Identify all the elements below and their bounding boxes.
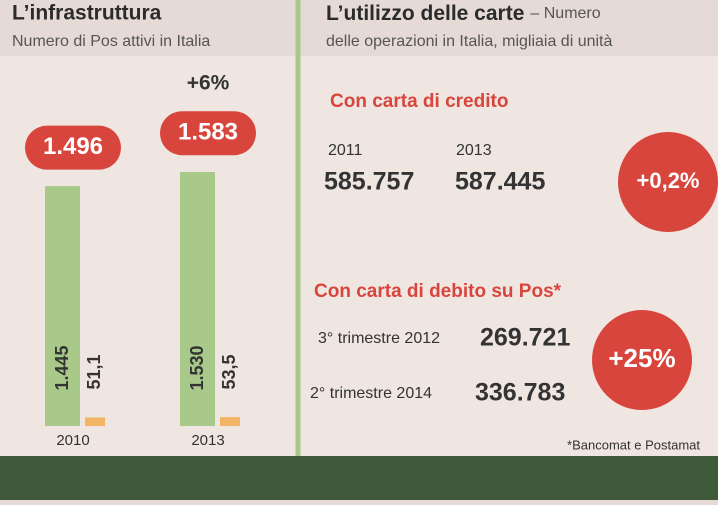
- debit-change: +25%: [608, 343, 675, 373]
- x-tick-label: 2013: [191, 432, 224, 449]
- credit-year: 2013: [456, 142, 492, 159]
- annotation: +6%: [187, 72, 230, 95]
- debit-heading: Con carta di debito su Pos*: [314, 281, 562, 302]
- credit-year: 2011: [328, 142, 363, 159]
- chart-subtitle: Numero di Pos attivi in Italia: [12, 33, 210, 50]
- bar: [220, 417, 240, 426]
- bar: [85, 417, 105, 426]
- credit-change: +0,2%: [637, 168, 700, 193]
- x-tick-label: 2010: [56, 432, 89, 449]
- total-badge: [25, 125, 121, 170]
- credit-heading: Con carta di credito: [330, 91, 508, 112]
- debit-value: 336.783: [475, 379, 565, 407]
- total-label: 1.583: [178, 119, 238, 146]
- credit-value: 587.445: [455, 168, 545, 196]
- usage-title-line: L’utilizzo delle carte – Numero: [326, 2, 601, 25]
- bar-label: 53,5: [219, 354, 239, 389]
- footnote: *Bancomat e Postamat: [567, 437, 700, 452]
- footer-band: [0, 456, 718, 500]
- bar: [180, 172, 215, 426]
- total-label: 1.496: [43, 133, 103, 160]
- debit-period: 2° trimestre 2014: [310, 385, 432, 402]
- bar-label: 1.530: [187, 345, 207, 390]
- change-badge: [592, 310, 692, 410]
- bar: [45, 186, 80, 426]
- total-badge: [160, 111, 256, 156]
- credit-value: 585.757: [324, 168, 414, 196]
- bar-label: 51,1: [84, 354, 104, 389]
- usage-title: L’utilizzo delle carte: [326, 2, 524, 25]
- usage-title-note: – Numero: [530, 5, 600, 22]
- usage-subtitle: delle operazioni in Italia, migliaia di …: [326, 33, 612, 50]
- panel-bg: [0, 56, 718, 456]
- bar-label: 1.445: [52, 345, 72, 390]
- chart-title: L’infrastruttura: [12, 2, 162, 25]
- debit-value: 269.721: [480, 324, 570, 352]
- debit-period: 3° trimestre 2012: [318, 330, 440, 347]
- change-badge: [618, 132, 718, 232]
